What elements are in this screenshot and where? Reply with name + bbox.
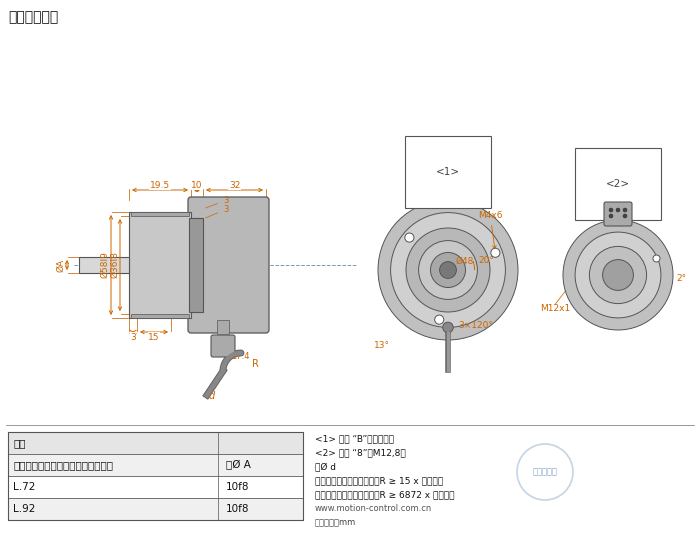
- Circle shape: [653, 255, 660, 262]
- Text: www.motion-control.com.cn: www.motion-control.com.cn: [315, 504, 433, 513]
- Circle shape: [391, 213, 505, 328]
- Bar: [8, 454, 303, 476]
- Text: 轴Ø d: 轴Ø d: [315, 462, 336, 471]
- Text: 10f8: 10f8: [226, 504, 249, 514]
- FancyBboxPatch shape: [188, 197, 269, 333]
- Text: <2> 连接 “8”：M12,8脚: <2> 连接 “8”：M12,8脚: [315, 448, 406, 457]
- Text: 3: 3: [206, 205, 228, 218]
- Text: 3: 3: [206, 196, 228, 208]
- Circle shape: [378, 200, 518, 340]
- Text: 水平性安装时电缆弯曲半径R ≥ 15 x 电缆直径: 水平性安装时电缆弯曲半径R ≥ 15 x 电缆直径: [315, 476, 443, 485]
- Bar: [131, 314, 189, 318]
- Text: <2>: <2>: [606, 179, 630, 189]
- Circle shape: [609, 208, 613, 212]
- Circle shape: [603, 260, 634, 291]
- Bar: [8, 476, 303, 498]
- Text: Ø48: Ø48: [456, 257, 475, 266]
- Text: ØA: ØA: [56, 258, 65, 272]
- Bar: [8, 432, 303, 454]
- Circle shape: [623, 208, 627, 212]
- Circle shape: [616, 208, 620, 212]
- Text: d: d: [209, 391, 216, 401]
- Text: <1> 连接 “B”：轴向电缆: <1> 连接 “B”：轴向电缆: [315, 434, 394, 443]
- Text: R: R: [253, 359, 259, 369]
- Text: 安装: 安装: [13, 438, 25, 448]
- Circle shape: [623, 214, 627, 218]
- Text: 2°: 2°: [676, 274, 686, 283]
- Bar: [217, 320, 229, 334]
- FancyBboxPatch shape: [604, 202, 632, 226]
- Bar: [79, 257, 129, 273]
- Circle shape: [442, 322, 454, 333]
- Circle shape: [575, 232, 661, 318]
- Text: 轴Ø A: 轴Ø A: [226, 460, 251, 470]
- Text: 32: 32: [229, 180, 240, 189]
- Circle shape: [491, 248, 500, 257]
- Text: 20°: 20°: [479, 256, 494, 265]
- Text: 垂直性安装时电缆弯曲半径R ≥ 6872 x 电缆直径: 垂直性安装时电缆弯曲半径R ≥ 6872 x 电缆直径: [315, 490, 454, 499]
- Bar: [129, 212, 191, 318]
- Text: M12x1: M12x1: [540, 304, 570, 312]
- Text: 10: 10: [191, 180, 203, 189]
- Bar: [131, 212, 189, 216]
- Text: 17.4: 17.4: [232, 352, 250, 361]
- Bar: [8, 498, 303, 520]
- Text: 同步夹紧法兰: 同步夹紧法兰: [8, 10, 58, 24]
- Text: 13°: 13°: [374, 341, 390, 350]
- Circle shape: [405, 233, 414, 242]
- Text: L.92: L.92: [13, 504, 36, 514]
- Bar: [189, 218, 203, 312]
- Text: L.72: L.72: [13, 482, 36, 492]
- Text: Ø36l8: Ø36l8: [110, 251, 119, 278]
- Text: 10f8: 10f8: [226, 482, 249, 492]
- Circle shape: [440, 262, 456, 278]
- Circle shape: [406, 228, 490, 312]
- Text: 19.5: 19.5: [150, 180, 170, 189]
- Text: <1>: <1>: [436, 167, 460, 177]
- Text: 3×120°: 3×120°: [458, 321, 493, 330]
- Text: 西安德伍拓: 西安德伍拓: [533, 468, 557, 477]
- Circle shape: [430, 253, 466, 287]
- Bar: [8, 432, 303, 520]
- Circle shape: [419, 241, 477, 300]
- Text: Ø58l9: Ø58l9: [100, 251, 109, 278]
- Circle shape: [563, 220, 673, 330]
- Text: 15: 15: [148, 333, 160, 342]
- Text: 尺寸单位：mm: 尺寸单位：mm: [315, 518, 356, 527]
- Circle shape: [589, 246, 647, 304]
- Text: 3: 3: [130, 333, 136, 342]
- Circle shape: [609, 214, 613, 218]
- FancyBboxPatch shape: [211, 335, 235, 357]
- Text: M4x6: M4x6: [478, 211, 503, 249]
- Text: 法兰，防护等级，轴（见订购信息）: 法兰，防护等级，轴（见订购信息）: [13, 460, 113, 470]
- Circle shape: [435, 315, 444, 324]
